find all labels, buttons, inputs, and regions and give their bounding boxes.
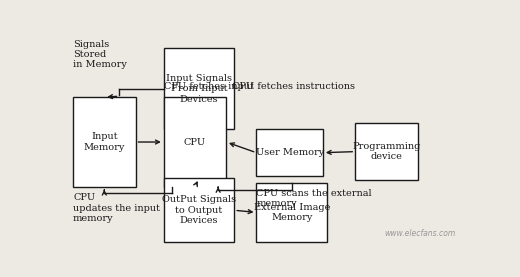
Bar xyxy=(73,97,136,187)
Bar xyxy=(164,48,234,129)
Text: Programming
device: Programming device xyxy=(352,142,421,161)
Text: Input Signals
From Input
Devices: Input Signals From Input Devices xyxy=(166,74,232,104)
Bar xyxy=(355,123,418,180)
Bar xyxy=(256,183,327,242)
Text: Signals
Stored
in Memory: Signals Stored in Memory xyxy=(73,40,127,70)
Bar xyxy=(164,178,234,242)
Text: CPU fetches instructions: CPU fetches instructions xyxy=(232,82,355,91)
Text: User Memory: User Memory xyxy=(255,148,324,157)
Text: External Image
Memory: External Image Memory xyxy=(254,203,330,222)
Text: OutPut Signals
to Output
Devices: OutPut Signals to Output Devices xyxy=(162,195,236,225)
Text: www.elecfans.com: www.elecfans.com xyxy=(384,229,456,238)
Bar xyxy=(164,97,226,187)
Text: CPU fetches input: CPU fetches input xyxy=(164,82,254,91)
Text: CPU scans the external
memory: CPU scans the external memory xyxy=(256,189,372,208)
Bar xyxy=(256,129,323,176)
Text: Input
Memory: Input Memory xyxy=(84,132,125,152)
Text: CPU: CPU xyxy=(184,137,206,147)
Text: CPU
updates the input
memory: CPU updates the input memory xyxy=(73,193,160,223)
